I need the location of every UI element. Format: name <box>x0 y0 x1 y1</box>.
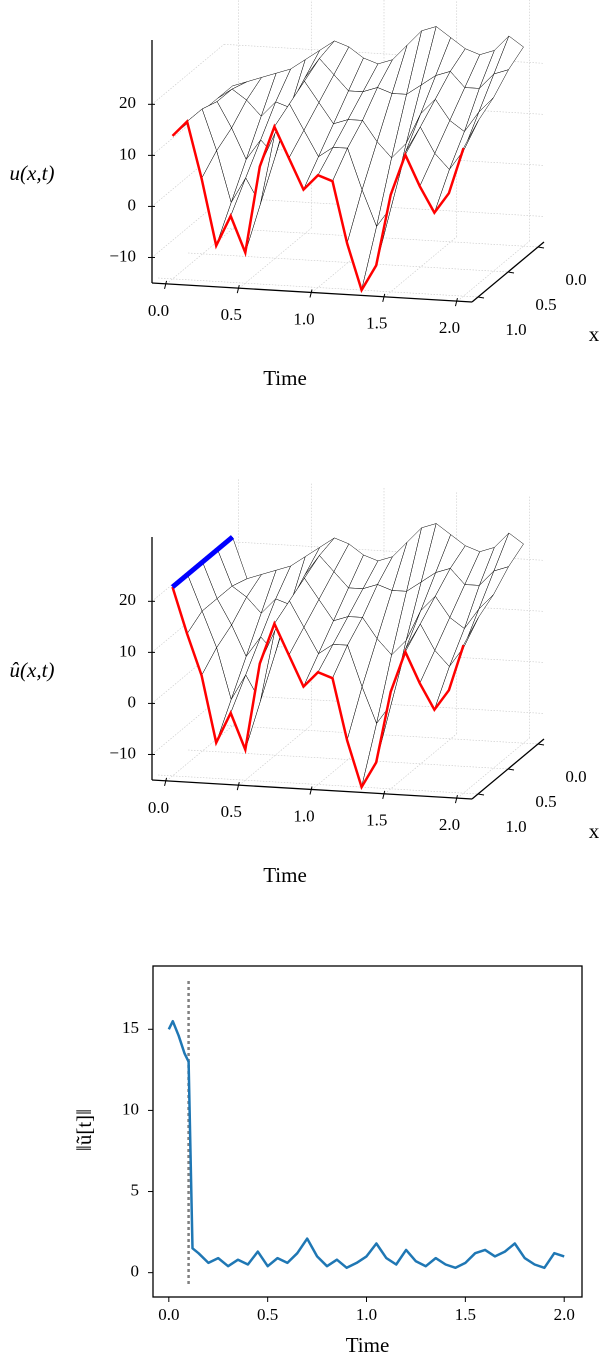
z-tick-label: 10 <box>119 641 136 660</box>
z-tick-label: −10 <box>109 246 136 265</box>
x-tick-label: 2.0 <box>439 318 460 337</box>
tick-mark <box>164 280 168 289</box>
grid-line <box>457 737 530 799</box>
depth-axis-label: x <box>589 819 600 843</box>
tick-mark <box>507 271 515 274</box>
x-tick-label: 2.0 <box>439 815 460 834</box>
depth-tick-label: 1.0 <box>505 817 526 836</box>
grid-line <box>239 227 312 289</box>
x-axis-label: Time <box>263 366 307 390</box>
grid-line <box>166 223 239 285</box>
y-axis-label: ‖ũ[t]‖ <box>72 1109 96 1151</box>
x-axis-label: Time <box>263 863 307 887</box>
y-tick-label: 10 <box>122 1099 139 1118</box>
y-tick-label: 15 <box>122 1018 139 1037</box>
z-tick-label: 20 <box>119 93 136 112</box>
depth-axis <box>471 738 545 800</box>
grid-line <box>457 240 530 302</box>
depth-tick-label: 0.5 <box>535 295 556 314</box>
x-tick-label: 1.0 <box>356 1305 377 1324</box>
z-tick-label: 20 <box>119 590 136 609</box>
x-tick-label: 0.0 <box>148 301 169 320</box>
grid-line <box>187 252 509 273</box>
tick-mark <box>454 298 458 307</box>
depth-axis-label: x <box>589 322 600 346</box>
x-tick-label: 0.0 <box>148 798 169 817</box>
tick-mark <box>454 795 458 804</box>
grid-line <box>384 733 457 795</box>
depth-tick-label: 0.0 <box>565 270 586 289</box>
tick-mark <box>477 296 485 299</box>
x-tick-label: 0.5 <box>221 802 242 821</box>
initial-line <box>170 535 235 589</box>
z-axis-label: u(x,t) <box>10 161 55 185</box>
grid-line <box>239 724 312 786</box>
tick-mark <box>382 790 386 799</box>
x-tick-label: 1.0 <box>293 309 314 328</box>
t-axis <box>151 779 473 800</box>
x-tick-label: 1.5 <box>366 314 387 333</box>
tick-mark <box>507 768 515 771</box>
tick-mark <box>236 782 240 791</box>
plot-frame <box>152 965 583 1298</box>
tick-mark <box>382 293 386 302</box>
y-tick-label: 5 <box>131 1180 140 1199</box>
tick-mark <box>537 743 545 746</box>
x-tick-label: 2.0 <box>554 1305 575 1324</box>
tick-mark <box>309 289 313 298</box>
depth-tick-label: 1.0 <box>505 320 526 339</box>
tick-mark <box>477 793 485 796</box>
tick-mark <box>236 285 240 294</box>
edge-line <box>171 119 465 294</box>
x-axis-label: Time <box>346 1333 390 1357</box>
x-tick-label: 0.5 <box>221 305 242 324</box>
y-tick-label: 0 <box>131 1262 140 1281</box>
z-tick-label: 0 <box>128 195 137 214</box>
grid-line <box>157 277 479 298</box>
z-tick-label: −10 <box>109 743 136 762</box>
z-tick-label: 10 <box>119 144 136 163</box>
z-axis-label: û(x,t) <box>10 658 55 682</box>
grid-line <box>157 774 479 795</box>
grid-line <box>166 720 239 782</box>
grid-line <box>151 44 225 105</box>
grid-line <box>187 749 509 770</box>
grid-line <box>384 236 457 298</box>
t-axis <box>151 282 473 303</box>
tick-mark <box>309 786 313 795</box>
x-tick-label: 1.0 <box>293 806 314 825</box>
tick-mark <box>537 246 545 249</box>
edge-line <box>171 586 465 791</box>
x-tick-label: 1.5 <box>455 1305 476 1324</box>
z-tick-label: 0 <box>128 692 137 711</box>
x-tick-label: 1.5 <box>366 811 387 830</box>
depth-axis <box>471 241 545 303</box>
series-line <box>167 1019 565 1270</box>
x-tick-label: 0.0 <box>158 1305 179 1324</box>
depth-tick-label: 0.5 <box>535 792 556 811</box>
x-tick-label: 0.5 <box>257 1305 278 1324</box>
tick-mark <box>164 777 168 786</box>
depth-tick-label: 0.0 <box>565 767 586 786</box>
